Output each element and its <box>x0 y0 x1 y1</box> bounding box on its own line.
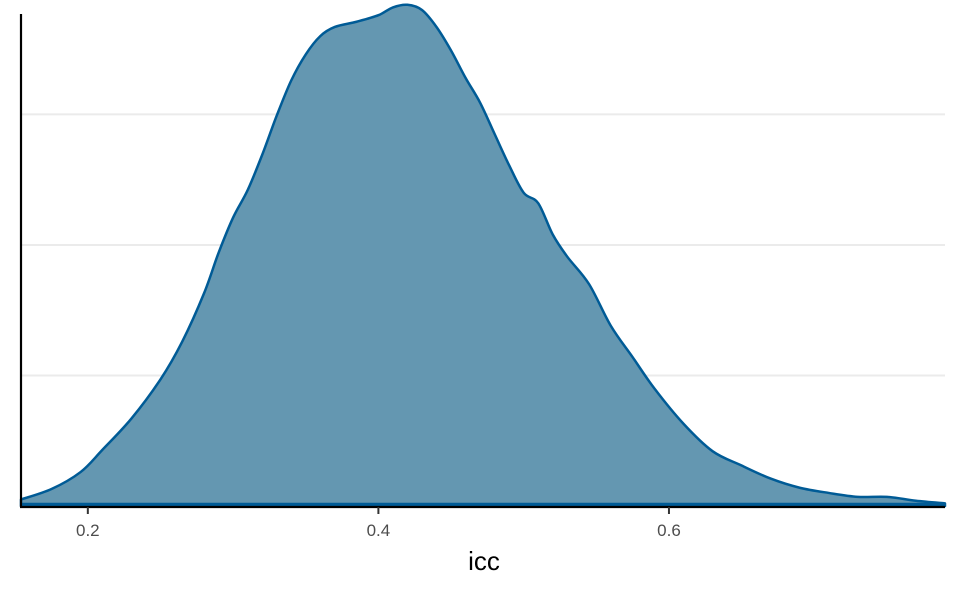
x-tick-label-0.6: 0.6 <box>657 521 681 540</box>
x-tick-label-0.2: 0.2 <box>76 521 100 540</box>
x-axis-ticks: 0.2 0.4 0.6 <box>76 507 681 540</box>
x-axis-title: icc <box>468 546 500 576</box>
x-tick-label-0.4: 0.4 <box>367 521 391 540</box>
density-area <box>19 3 947 508</box>
